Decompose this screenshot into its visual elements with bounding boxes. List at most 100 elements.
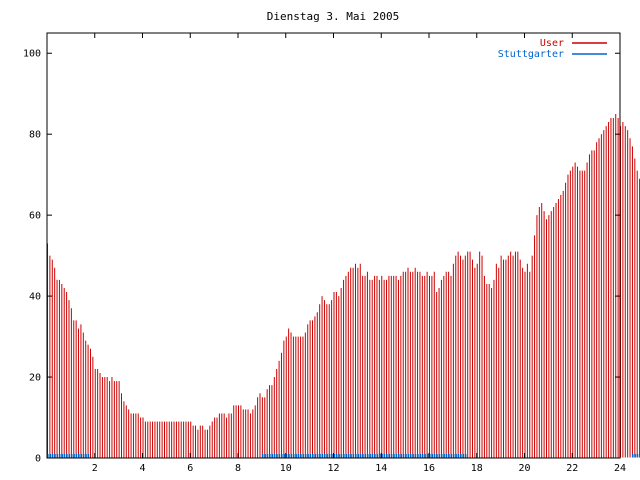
stuttgarter-bar	[412, 453, 414, 458]
stuttgarter-bar	[273, 453, 276, 458]
stuttgarter-bar	[61, 453, 63, 458]
stuttgarter-bar	[333, 453, 336, 458]
stuttgarter-bar	[395, 453, 398, 458]
stuttgarter-bar	[354, 453, 357, 458]
stuttgarter-bar	[271, 453, 274, 458]
stuttgarter-bar	[290, 453, 293, 458]
stuttgarter-bar	[431, 453, 433, 458]
stuttgarter-bar	[328, 453, 331, 458]
stuttgarter-bar	[314, 453, 316, 458]
stuttgarter-bar	[297, 453, 300, 458]
stuttgarter-bar	[359, 453, 362, 458]
x-tick-label: 16	[423, 463, 435, 474]
legend-label-user: User	[540, 38, 564, 49]
stuttgarter-bar	[464, 453, 467, 458]
y-tick-label: 80	[29, 130, 41, 141]
stuttgarter-bar	[450, 453, 453, 458]
stuttgarter-bar	[419, 453, 422, 458]
stuttgarter-bar	[460, 453, 462, 458]
stuttgarter-bar	[400, 453, 402, 458]
stuttgarter-bar	[381, 453, 383, 458]
stuttgarter-bar	[631, 453, 634, 458]
stuttgarter-bar	[75, 453, 78, 458]
stuttgarter-bar	[462, 453, 465, 458]
series-user	[47, 113, 640, 458]
y-axis: 0 20 40 60 80 100	[23, 49, 620, 465]
stuttgarter-bar	[56, 453, 59, 458]
stuttgarter-bar	[73, 453, 75, 458]
x-tick-label: 24	[614, 463, 626, 474]
stuttgarter-bar	[82, 453, 85, 458]
stuttgarter-bar	[352, 453, 355, 458]
stuttgarter-bar	[421, 453, 424, 458]
stuttgarter-bar	[424, 453, 426, 458]
stuttgarter-bar	[345, 453, 348, 458]
stuttgarter-bar	[80, 453, 83, 458]
stuttgarter-bar	[636, 453, 639, 458]
stuttgarter-bar	[309, 453, 312, 458]
plot-marks	[47, 113, 640, 458]
stuttgarter-bar	[390, 453, 393, 458]
x-tick-label: 14	[375, 463, 387, 474]
stuttgarter-bar	[429, 453, 431, 458]
x-axis: 2 4 6 8 10 12 14 16 18 20 22 24	[92, 33, 626, 474]
stuttgarter-bar	[455, 453, 457, 458]
stuttgarter-bar	[407, 453, 410, 458]
x-tick-label: 12	[327, 463, 339, 474]
stuttgarter-bar	[78, 453, 80, 458]
stuttgarter-bar	[340, 453, 343, 458]
x-tick-label: 18	[471, 463, 483, 474]
stuttgarter-bar	[386, 453, 388, 458]
stuttgarter-bar	[316, 453, 319, 458]
y-tick-label: 60	[29, 211, 41, 222]
x-tick-label: 6	[187, 463, 193, 474]
x-tick-label: 22	[566, 463, 578, 474]
x-tick-label: 8	[235, 463, 241, 474]
stuttgarter-bar	[280, 453, 283, 458]
stuttgarter-bar	[70, 453, 73, 458]
stuttgarter-bar	[285, 453, 288, 458]
stuttgarter-bar	[347, 453, 350, 458]
series-stuttgarter	[47, 453, 640, 458]
stuttgarter-bar	[66, 453, 68, 458]
stuttgarter-bar	[266, 453, 269, 458]
stuttgarter-bar	[58, 453, 61, 458]
stuttgarter-bar	[402, 453, 405, 458]
stuttgarter-bar	[49, 453, 51, 458]
stuttgarter-bar	[63, 453, 66, 458]
legend-label-stuttgarter: Stuttgarter	[498, 49, 564, 60]
stuttgarter-bar	[369, 453, 371, 458]
stuttgarter-bar	[405, 453, 407, 458]
stuttgarter-bar	[393, 453, 395, 458]
stuttgarter-bar	[321, 453, 324, 458]
stuttgarter-bar	[278, 453, 281, 458]
stuttgarter-bar	[326, 453, 328, 458]
x-tick-label: 20	[518, 463, 530, 474]
stuttgarter-bar	[383, 453, 386, 458]
stuttgarter-bar	[417, 453, 419, 458]
stuttgarter-bar	[304, 453, 307, 458]
stuttgarter-bar	[302, 453, 305, 458]
stuttgarter-bar	[51, 453, 54, 458]
stuttgarter-bar	[366, 453, 369, 458]
stuttgarter-bar	[292, 453, 295, 458]
stuttgarter-bar	[440, 453, 443, 458]
legend: User Stuttgarter	[498, 38, 607, 60]
x-tick-label: 4	[139, 463, 145, 474]
x-tick-label: 2	[92, 463, 98, 474]
stuttgarter-bar	[307, 453, 309, 458]
stuttgarter-bar	[374, 453, 376, 458]
stuttgarter-bar	[436, 453, 438, 458]
stuttgarter-bar	[331, 453, 333, 458]
y-tick-label: 100	[23, 49, 41, 60]
stuttgarter-bar	[364, 453, 367, 458]
stuttgarter-bar	[433, 453, 436, 458]
stuttgarter-bar	[338, 453, 340, 458]
stuttgarter-bar	[457, 453, 460, 458]
stuttgarter-bar	[68, 453, 71, 458]
stuttgarter-bar	[335, 453, 338, 458]
stuttgarter-bar	[312, 453, 314, 458]
stuttgarter-bar	[350, 453, 352, 458]
stuttgarter-bar	[295, 453, 297, 458]
